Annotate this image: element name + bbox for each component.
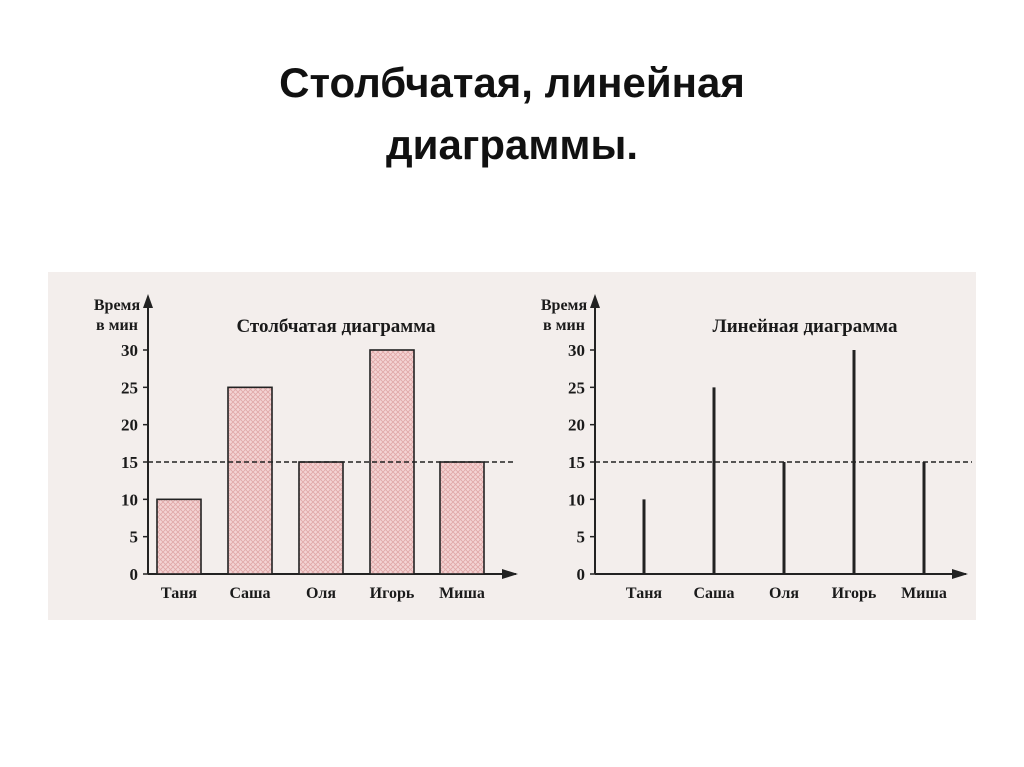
slide-title: Столбчатая, линейная диаграммы. bbox=[0, 52, 1024, 176]
line-chart-y-axis-arrow bbox=[590, 294, 600, 308]
bar-chart-x-axis-arrow bbox=[502, 569, 518, 579]
line-chart-ylabel-line-1: Время bbox=[541, 297, 588, 314]
line-chart-x-axis-arrow bbox=[952, 569, 968, 579]
bar-chart-bar bbox=[298, 461, 344, 575]
bar-chart-y-tick-label: 5 bbox=[130, 528, 139, 547]
bar-chart-x-tick-label: Таня bbox=[161, 585, 197, 602]
slide-title-line-1: Столбчатая, линейная bbox=[279, 59, 745, 106]
bar-chart-y-tick-label: 30 bbox=[121, 341, 138, 360]
bar-chart-x-tick-label: Саша bbox=[229, 585, 270, 602]
line-chart-y-tick-label: 15 bbox=[568, 453, 585, 472]
line-chart-y-tick-label: 10 bbox=[568, 490, 585, 509]
line-chart-x-tick-label: Игорь bbox=[832, 585, 877, 602]
line-chart-x-tick-label: Оля bbox=[769, 585, 799, 602]
bar-chart-y-tick-label: 15 bbox=[121, 453, 138, 472]
bar-chart-y-tick-label: 20 bbox=[121, 416, 138, 435]
line-chart-y-tick-label: 25 bbox=[568, 378, 585, 397]
charts-svg: Столбчатая диаграмма Время в мин 0 5 10 15 20 25… bbox=[94, 294, 972, 602]
line-chart-y-tick-label: 5 bbox=[577, 528, 586, 547]
line-chart-x-tick-label: Миша bbox=[901, 585, 947, 602]
line-chart-x-tick-label: Таня bbox=[626, 585, 662, 602]
slide-title-line-2: диаграммы. bbox=[385, 121, 639, 168]
bar-chart-bar bbox=[439, 461, 485, 575]
line-chart-x-tick-label: Саша bbox=[693, 585, 734, 602]
bar-chart-bar bbox=[227, 386, 273, 575]
bar-chart-y-tick-label: 0 bbox=[130, 565, 139, 584]
line-chart-y-tick-label: 30 bbox=[568, 341, 585, 360]
bar-chart-y-tick-label: 10 bbox=[121, 490, 138, 509]
bar-chart-ylabel-line-1: Время bbox=[94, 297, 141, 314]
bar-chart-ylabel-line-2: в мин bbox=[96, 317, 138, 334]
line-chart-y-tick-label: 20 bbox=[568, 416, 585, 435]
bar-chart-x-tick-label: Оля bbox=[306, 585, 336, 602]
line-chart-title: Линейная диаграмма bbox=[713, 316, 898, 337]
bar-chart-bar bbox=[156, 498, 202, 575]
bar-chart-x-tick-label: Миша bbox=[439, 585, 485, 602]
charts-figure: Столбчатая диаграмма Время в мин 0 5 10 15 20 25… bbox=[48, 272, 976, 620]
line-chart-y-tick-label: 0 bbox=[577, 565, 586, 584]
bar-chart-y-tick-label: 25 bbox=[121, 378, 138, 397]
line-chart-ylabel-line-2: в мин bbox=[543, 317, 585, 334]
bar-chart-x-tick-label: Игорь bbox=[370, 585, 415, 602]
bar-chart-y-axis-arrow bbox=[143, 294, 153, 308]
bar-chart-title: Столбчатая диаграмма bbox=[236, 316, 436, 337]
